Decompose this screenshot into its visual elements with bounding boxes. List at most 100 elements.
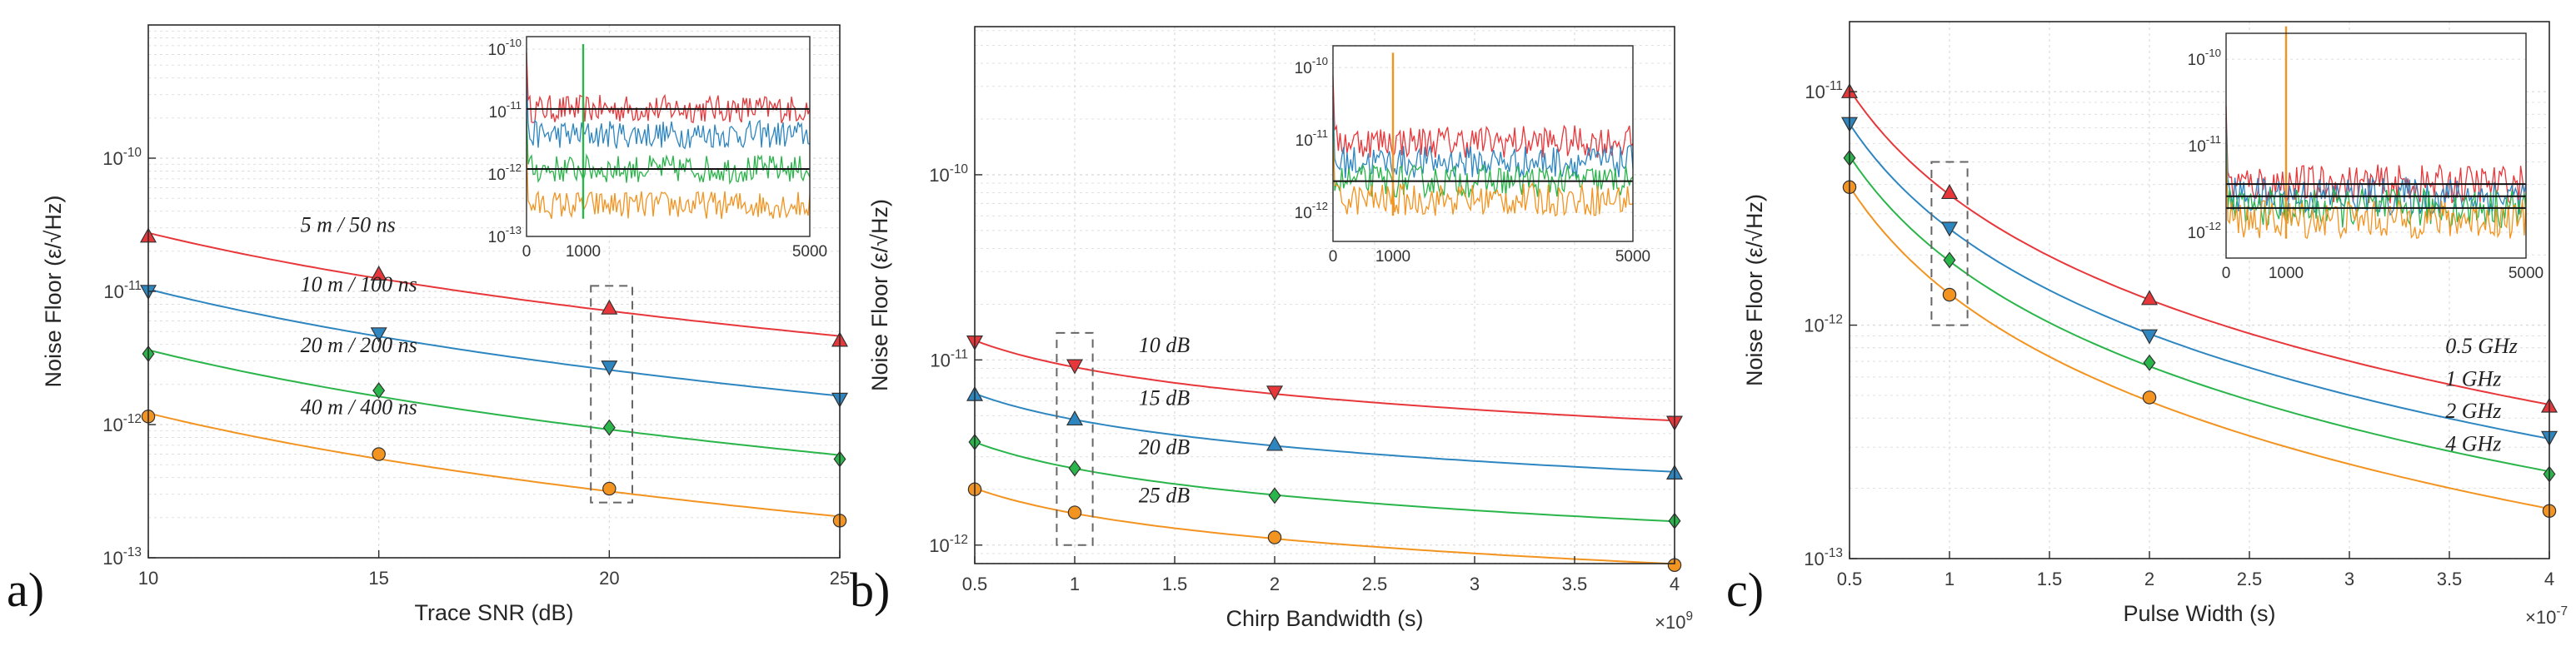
inset-trace [1332,76,1634,159]
x-tick-label: 0.5 [1837,569,1863,589]
x-tick-label: 3 [1470,574,1480,594]
y-tick-label: 10-12 [1804,313,1843,336]
inset-y-tick-label: 10-10 [2188,47,2221,69]
x-tick-label: 2.5 [2237,569,2263,589]
x-tick-label: 3.5 [1562,574,1588,594]
data-point [1940,221,1959,237]
x-tick-label: 4 [2544,569,2554,589]
data-point [372,382,386,400]
series-1: 10 m / 100 ns [139,272,849,408]
x-axis-label: Chirp Bandwidth (s) [1226,606,1423,631]
inset-trace [526,148,811,219]
inset-y-tick-label: 10-10 [488,37,522,59]
series-line [1849,123,2550,440]
inset-trace [526,112,811,186]
inset-trace [1332,134,1634,217]
series-label: 20 dB [1139,435,1191,459]
data-point [601,360,618,376]
inset-y-tick-label: 10-11 [2189,133,2221,156]
series-line [1849,155,2550,473]
x-tick-label: 2 [2144,569,2154,589]
x-tick-label: 2.5 [1362,574,1388,594]
inset: 0 1000 5000 10-12 10-11 10-10 [1295,45,1650,266]
inset-trace [526,52,811,124]
inset-trace [2225,141,2527,240]
data-point [1943,251,1956,269]
data-point [1942,287,1957,302]
data-point [1066,410,1084,426]
series-0: 5 m / 50 ns [139,212,849,347]
y-tick-label: 10-11 [930,347,968,370]
inset-x-tick-label: 5000 [1615,248,1650,266]
plot-frame [974,26,1675,564]
inset-x-tick-label: 1000 [566,243,601,261]
panel-label: a) [7,563,44,617]
inset-x-tick-label: 5000 [2509,265,2544,282]
y-tick-label: 10-12 [102,412,142,435]
series-line [974,392,1675,473]
series-label: 2 GHz [2445,399,2501,423]
data-point [1267,530,1282,544]
inset-trace [526,77,811,150]
inset-x-tick-label: 1000 [1375,248,1410,266]
inset-y-tick-label: 10-12 [488,162,522,184]
panel-a: 5 m / 50 ns 10 m / 100 ns 20 m / 200 ns 40 … [7,24,850,625]
series-2: 2 GHz [1843,149,2556,483]
series-label: 10 m / 100 ns [301,272,417,296]
panel-label: c) [1726,563,1764,617]
series-label: 1 GHz [2445,366,2501,390]
inset-y-tick-label: 10-12 [1295,200,1328,222]
y-tick-label: 10-12 [929,533,968,556]
inset-x-tick-label: 0 [2222,265,2231,282]
data-point [372,447,386,461]
x-tick-label: 25 [830,568,850,589]
series-line [147,349,841,456]
y-tick-label: 10-11 [1805,79,1843,102]
inset-x-tick-label: 0 [522,243,532,261]
series-label: 25 dB [1139,484,1191,508]
panel-b: 10 dB 15 dB 20 dB 25 dB 0 1000 5000 10-12 10-11 1… [850,26,1693,633]
series-label: 5 m / 50 ns [301,212,396,236]
series-label: 20 m / 200 ns [301,333,417,357]
data-point [2140,290,2159,306]
x-tick-label: 10 [138,568,158,589]
inset-x-tick-label: 0 [1329,248,1338,266]
x-axis-multiplier: ×109 [1655,609,1693,633]
series-3: 40 m / 400 ns [141,395,847,528]
inset-x-tick-label: 1000 [2269,265,2304,282]
x-tick-label: 1 [1070,574,1080,594]
inset-y-tick-label: 10-10 [1295,55,1328,77]
series-line [974,441,1675,523]
data-point [1940,183,1959,200]
x-tick-label: 20 [599,568,619,589]
inset-trace [1332,96,1634,178]
y-tick-label: 10-11 [103,279,142,302]
y-tick-label: 10-13 [102,545,142,569]
inset: 0 1000 5000 10-13 10-12 10-11 10-10 [488,36,827,261]
y-tick-label: 10-10 [929,162,968,186]
x-tick-label: 3.5 [2437,569,2463,589]
series-line [147,412,841,518]
highlight-box [590,285,634,504]
series-label: 10 dB [1139,333,1191,357]
highlight-box [1930,161,1969,326]
series-line [974,487,1675,565]
inset-x-tick-label: 5000 [792,243,827,261]
series-line [974,339,1675,422]
series-label: 15 dB [1139,386,1191,410]
y-axis-label: Noise Floor (ε/√Hz) [41,196,66,388]
data-point [1266,435,1284,451]
data-point [1068,460,1081,477]
data-point [2143,354,2156,371]
data-point [601,299,618,315]
highlight-box [1056,331,1094,546]
x-tick-label: 1.5 [2037,569,2063,589]
data-point [1268,487,1281,504]
series-line [1849,186,2550,509]
x-tick-label: 15 [368,568,388,589]
data-point [370,327,387,343]
inset-y-tick-label: 10-11 [1295,127,1328,150]
inset-y-tick-label: 10-11 [489,99,522,122]
data-point [370,265,387,281]
x-axis-label: Pulse Width (s) [2123,601,2275,626]
